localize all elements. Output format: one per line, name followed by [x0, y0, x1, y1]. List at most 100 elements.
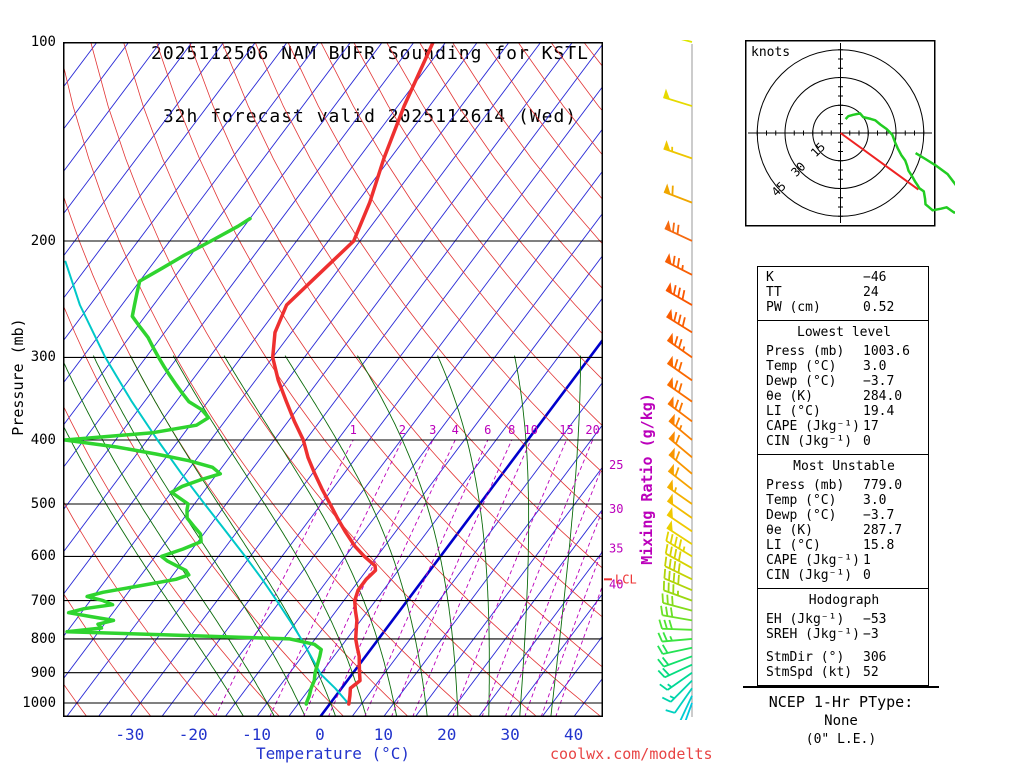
parcel-trace: [64, 260, 350, 705]
stats-section-header: Lowest level: [797, 325, 891, 340]
mixing-ratio-label: 10: [524, 423, 538, 437]
stat-value: 0: [863, 434, 871, 449]
stat-row: CIN (Jkg⁻¹) 0: [766, 568, 922, 583]
hodograph-ring: [812, 104, 869, 162]
wind-barb: [667, 463, 693, 490]
temperature-tick-label: 10: [373, 725, 394, 744]
temperature-axis-title: Temperature (°C): [255, 744, 411, 763]
wind-barb: [661, 679, 693, 703]
wind-barb: [663, 183, 693, 204]
stat-label: SREH (Jkg⁻¹): [766, 627, 860, 642]
wind-barb: [666, 520, 693, 545]
wind-barb: [665, 531, 693, 558]
stat-row: Dewp (°C) −3.7: [766, 374, 922, 389]
mixing-ratio-label: 6: [484, 423, 491, 437]
wind-barb: [666, 493, 693, 519]
wind-barb: [657, 632, 693, 643]
stat-label: CIN (Jkg⁻¹): [766, 568, 853, 583]
stat-row: Temp (°C) 3.0: [766, 359, 922, 374]
temperature-tick-label: 20: [437, 725, 457, 744]
wind-barb: [665, 687, 693, 714]
stat-row: CIN (Jkg⁻¹) 0: [766, 434, 922, 449]
pressure-tick-label: 400: [30, 431, 56, 448]
stat-value: −3.7: [863, 508, 895, 523]
dry-adiabats: [63, 42, 603, 717]
stat-row: StmSpd (kt) 52: [766, 665, 922, 680]
plot-border: [63, 42, 603, 717]
stat-label: PW (cm): [766, 300, 821, 315]
wind-barb: [684, 702, 693, 720]
stat-label: Dewp (°C): [766, 374, 837, 389]
stat-label: StmDir (°): [766, 650, 845, 665]
stat-value: 1: [863, 553, 871, 568]
lcl-label: LCL: [615, 572, 637, 586]
pressure-tick-label: 700: [30, 592, 56, 609]
profile-traces: [63, 42, 435, 706]
stat-row: K −46: [766, 270, 922, 285]
temperature-tick-label: -10: [242, 725, 272, 744]
stat-label: Temp (°C): [766, 493, 837, 508]
wind-barb: [657, 663, 693, 679]
wind-barb: [668, 431, 693, 459]
stat-label: θe (K): [766, 523, 813, 538]
pressure-tick-label: 300: [30, 349, 56, 366]
wind-barb: [679, 695, 693, 720]
wind-barb: [661, 593, 693, 612]
mixing-ratio-axis-title: Mixing Ratio (g/kg): [638, 393, 656, 565]
stats-section-header: Hodograph: [808, 593, 880, 608]
wind-barb: [664, 544, 693, 569]
wind-barb: [664, 253, 693, 276]
wind-barb: [660, 605, 693, 622]
stat-value: 1003.6: [863, 344, 910, 359]
temperature-tick-label: 30: [500, 725, 520, 744]
wind-barb: [666, 308, 693, 334]
stat-value: 17: [863, 419, 879, 434]
temperature-trace: [270, 42, 435, 706]
stat-label: TT: [766, 285, 782, 300]
hodograph-trace: [844, 112, 955, 214]
mixing-ratio-label: 35: [609, 541, 623, 555]
stat-label: Press (mb): [766, 478, 845, 493]
stats-section-header: Most Unstable: [793, 459, 895, 474]
chart-title-line1: 2025112506 NAM BUFR Sounding for KSTL: [151, 43, 589, 64]
mixing-ratio-label: 40: [609, 578, 623, 592]
chart-title: 2025112506 NAM BUFR Sounding for KSTL 32…: [20, 1, 720, 169]
isotherms: [63, 42, 603, 717]
stat-row: Press (mb) 779.0: [766, 478, 922, 493]
mixing-ratio-label: 3: [429, 423, 436, 437]
stats-section: Hodograph EH (Jkg⁻¹) −53 SREH (Jkg⁻¹) −3 StmD…: [758, 588, 928, 685]
temperature-tick-label: -20: [178, 725, 208, 744]
stat-label: LI (°C): [766, 404, 821, 419]
mixing-ratio-label: 1: [350, 423, 357, 437]
mixing-ratio-label: 15: [559, 423, 573, 437]
stats-section: Most Unstable Press (mb) 779.0 Temp (°C) 3.0…: [758, 454, 928, 588]
mixing-ratio-label: 4: [452, 423, 459, 437]
wind-barb: [657, 644, 693, 655]
stat-value: −3.7: [863, 374, 895, 389]
wind-barb: [665, 282, 693, 306]
stat-label: CIN (Jkg⁻¹): [766, 434, 853, 449]
stat-value: −53: [863, 612, 887, 627]
stat-label: θe (K): [766, 389, 813, 404]
hodograph-ring-label: 15: [808, 140, 828, 160]
stat-label: LI (°C): [766, 538, 821, 553]
stat-label: Temp (°C): [766, 359, 837, 374]
stat-value: 779.0: [863, 478, 903, 493]
hodograph-ring: [784, 77, 897, 189]
stat-value: −46: [863, 270, 887, 285]
pressure-tick-label: 100: [30, 34, 56, 50]
stat-value: 3.0: [863, 359, 887, 374]
stat-row: Press (mb) 1003.6: [766, 344, 922, 359]
ptype-panel: NCEP 1-Hr PType: None (0" L.E.): [743, 686, 939, 749]
stat-row: TT 24: [766, 285, 922, 300]
stat-label: CAPE (Jkg⁻¹): [766, 419, 860, 434]
stat-row: EH (Jkg⁻¹) −53: [766, 612, 922, 627]
pressure-tick-label: 600: [30, 548, 56, 565]
storm-motion-vector: [839, 132, 919, 191]
stat-row: PW (cm) 0.52: [766, 300, 922, 315]
stat-row: CAPE (Jkg⁻¹) 17: [766, 419, 922, 434]
hodograph-border: [745, 40, 936, 227]
stats-panel: K −46 TT 24 PW (cm) 0.52 Lowest level Press (mb…: [757, 266, 929, 686]
